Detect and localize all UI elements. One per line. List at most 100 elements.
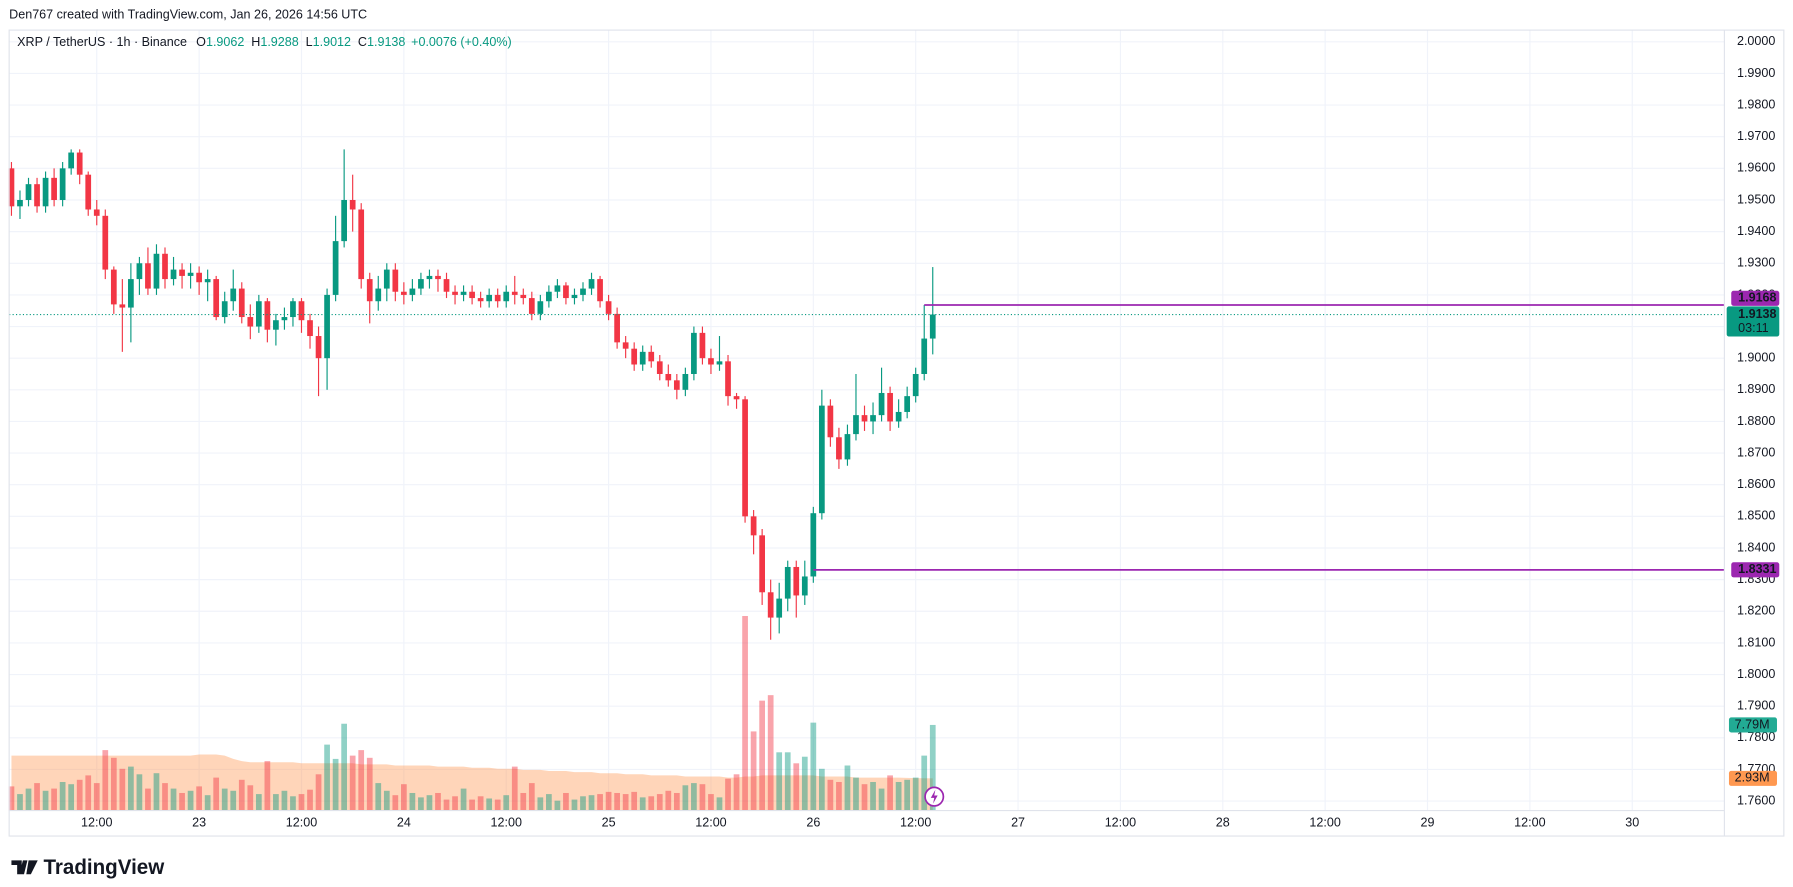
change: +0.0076 (+0.40%)	[411, 35, 512, 49]
candle-body	[17, 199, 23, 207]
volume-bar	[682, 785, 689, 811]
candle-body	[230, 288, 237, 302]
candle-body	[426, 275, 433, 280]
logo: TradingView	[11, 856, 165, 879]
volume-bar	[810, 722, 817, 811]
candle-body	[887, 392, 893, 422]
volume-bar	[418, 797, 424, 811]
volume-bar	[76, 779, 83, 811]
level-label: 1.8331	[1738, 562, 1776, 576]
volume-label: 7.79M	[1735, 717, 1770, 731]
volume-bar	[801, 756, 808, 811]
volume-ma-label: 2.93M	[1735, 771, 1770, 785]
volume-bar	[392, 795, 399, 811]
icon-bolt	[930, 789, 938, 804]
volume-bar	[85, 775, 92, 811]
candle-body	[42, 177, 49, 207]
candle-body	[213, 279, 220, 318]
candle-body	[844, 434, 851, 460]
candle-body	[597, 279, 603, 302]
volume-bar	[170, 788, 177, 811]
candle-body	[486, 294, 493, 302]
volume-bar	[614, 792, 620, 811]
level-label-box	[1731, 290, 1780, 306]
overlays	[9, 304, 1725, 571]
candle-body	[853, 415, 859, 435]
volume-label-box	[1728, 717, 1777, 733]
candle-body	[179, 269, 185, 276]
volume-bar	[520, 792, 527, 811]
y-tick-label: 1.8700	[1737, 445, 1775, 459]
volume-bar	[324, 744, 330, 811]
candle-body	[503, 291, 510, 302]
volume-bar	[486, 798, 493, 811]
volume-bar	[503, 795, 510, 811]
candle-body	[315, 336, 322, 359]
candle-body	[452, 291, 458, 295]
ohlc-value: 1.9138	[367, 35, 405, 49]
ohlc-label: C	[358, 35, 367, 49]
candle-body	[827, 405, 834, 438]
candle-body	[51, 177, 57, 200]
volume-bar	[162, 783, 168, 811]
candle-body	[290, 301, 296, 318]
volume-bar	[400, 784, 407, 811]
candle-body	[358, 209, 365, 280]
volume-bar	[153, 773, 160, 811]
candle-body	[929, 314, 936, 339]
candle-body	[221, 301, 228, 318]
volume-bar	[631, 791, 638, 811]
volume-bar	[580, 796, 586, 811]
candle-body	[571, 294, 578, 299]
x-tick-label: 27	[1011, 816, 1025, 830]
volume-bar	[836, 781, 842, 811]
y-tick-label: 1.8800	[1737, 414, 1775, 428]
volume-bar	[358, 750, 365, 811]
volume-bar	[853, 777, 859, 811]
volume-bar	[298, 794, 305, 811]
volume-bar	[571, 799, 578, 811]
volume-bar	[307, 789, 313, 811]
volume-bar	[511, 766, 518, 811]
candle-body	[273, 320, 279, 330]
x-tick-label: 25	[602, 816, 616, 830]
candle-body	[708, 358, 714, 365]
volume-bar	[767, 695, 774, 811]
candle-body	[742, 399, 748, 517]
candle-body	[409, 288, 416, 295]
x-tick-label: 12:00	[286, 816, 317, 830]
candle-body	[605, 301, 612, 314]
lightning-icon	[924, 786, 945, 807]
volume-bar	[537, 797, 544, 811]
volume-bar	[341, 723, 348, 811]
volume-bar	[699, 784, 706, 811]
y-tick-label: 1.9800	[1737, 97, 1775, 111]
volume-bar	[68, 784, 75, 811]
candle-body	[8, 168, 15, 207]
candle-body	[93, 209, 100, 216]
y-tick-label: 1.7900	[1737, 698, 1775, 712]
level-label-box	[1731, 562, 1780, 578]
volume-bar	[656, 794, 663, 811]
volume-bar	[563, 792, 569, 811]
volume-bar	[725, 778, 731, 811]
candle-body	[921, 338, 928, 374]
candle-body	[870, 415, 876, 422]
volume-bar	[196, 786, 202, 811]
candle-body	[187, 272, 194, 276]
x-tick-label: 29	[1421, 816, 1435, 830]
volume-bar	[332, 758, 339, 811]
candle-body	[622, 342, 629, 349]
chart-border	[8, 29, 1785, 837]
candle-body	[110, 269, 117, 305]
volume-ma-area	[11, 754, 933, 811]
candle-body	[383, 269, 390, 289]
volume-bar	[742, 616, 748, 811]
x-tick-label: 12:00	[695, 816, 726, 830]
candle-body	[733, 396, 740, 400]
candle-body	[716, 361, 723, 365]
y-tick-label: 1.8600	[1737, 477, 1775, 491]
candle-body	[767, 592, 774, 618]
volume-bar	[102, 750, 109, 811]
